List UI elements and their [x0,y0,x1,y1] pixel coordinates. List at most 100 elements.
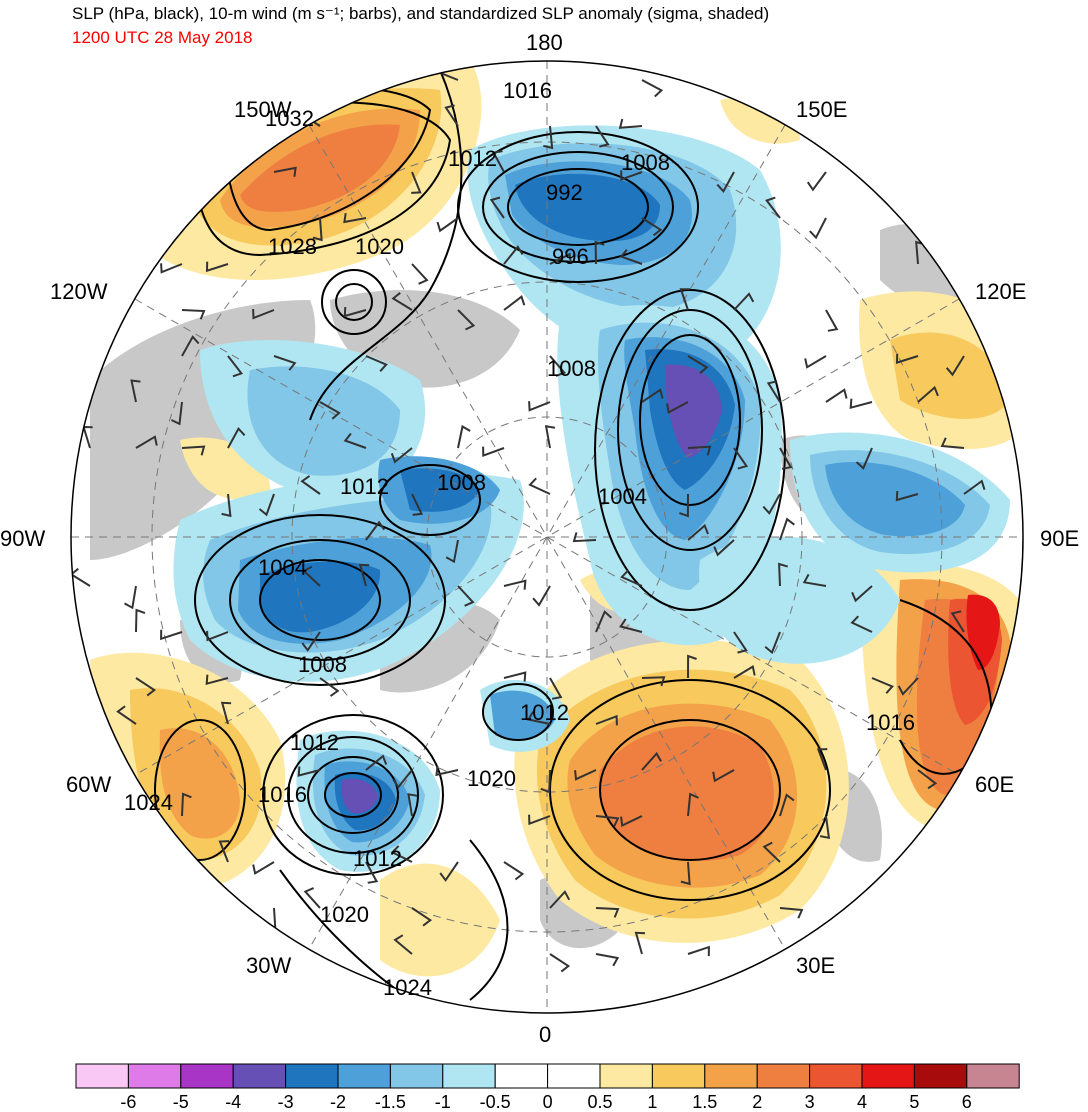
wind-barb [365,754,388,771]
wind-barb [411,171,422,194]
isobar-labels: 1032 1016 1012 1008 992 996 1028 1020 10… [124,78,915,1000]
wind-barb [809,217,827,240]
lon-label-60e: 60E [975,772,1014,797]
wind-barb [407,793,418,817]
lon-label-90e: 90E [1040,526,1079,551]
wind-barb [526,711,551,725]
longitude-labels: 180 150E 120E 90E 60E 30E 0 30W 60W 90W … [0,30,1079,1047]
wind-barb [135,608,146,633]
colorbar-swatch [442,1063,496,1089]
colorbar: -6 -5 -4 -3 -2 -1.5 -1 -0.5 0 0.5 1 1.5 2 3 4 5 6 [75,1063,1020,1112]
colorbar-swatch [337,1063,391,1089]
wind-barb [871,677,894,694]
isobars [154,69,993,1011]
colorbar-swatch [389,1063,444,1089]
isobar-label: 1032 [265,106,314,131]
wind-barb [963,479,986,495]
wind-barb [549,890,571,909]
wind-barb [160,629,183,641]
wind-barb [766,380,781,403]
wind-barb [595,907,620,918]
wind-barb [444,104,459,127]
wind-barb [620,815,643,828]
wind-barb [666,401,689,414]
colorbar-swatch [704,1063,758,1089]
wind-barb [619,618,643,633]
wind-barb [116,705,137,725]
wind-barb [302,565,321,587]
wind-barb [124,585,137,610]
wind-barb [712,769,735,783]
colorbar-tick-label: 6 [962,1092,972,1112]
wind-barb [358,563,370,587]
wind-barb [733,631,748,654]
wind-barb [343,432,367,449]
wind-barb [503,671,527,682]
wind-barb [687,654,697,679]
wind-barb [574,769,597,781]
wind-barb [227,355,244,378]
colorbar-tick-label: 0.5 [587,1092,612,1112]
wind-barb [595,714,618,726]
colorbar-tick-label: 3 [805,1092,815,1112]
lon-label-120e: 120E [975,279,1026,304]
colorbar-tick-label: 2 [752,1092,762,1112]
wind-barb [503,579,527,590]
wind-barb [687,355,709,374]
figure-title: SLP (hPa, black), 10-m wind (m s⁻¹; barb… [72,4,770,23]
wind-barb [620,569,643,587]
isobar-label: 1016 [866,710,915,735]
wind-barb [391,292,413,311]
colorbar-tick-label: -1 [435,1092,451,1112]
isobar-label: 1004 [598,484,647,509]
wind-barb [897,677,919,696]
colorbar-tick-label: 1 [647,1092,657,1112]
isobar-label: 1012 [340,474,389,499]
wind-barb [457,585,475,607]
colorbar-tick-label: -5 [173,1092,189,1112]
wind-barb [549,677,563,700]
wind-barb [343,306,367,318]
wind-barb [680,861,691,886]
wind-barb [549,355,567,377]
wind-barb [765,196,781,219]
wind-barb [851,585,873,603]
wind-barb [779,517,795,541]
wind-barb [439,861,459,882]
colorbar-swatch [756,1063,811,1089]
wind-barb [594,240,605,265]
colorbar-tick-label: 0 [543,1092,553,1112]
isobar-label: 992 [546,180,583,205]
isobar-label: 1008 [298,652,347,677]
wind-barb [392,769,413,789]
colorbar-swatch [75,1063,129,1089]
wind-barb [435,765,459,777]
wind-barb [713,539,735,557]
wind-barb [733,447,749,470]
colorbar-swatch [966,1063,1020,1089]
wind-barb [825,388,848,403]
colorbar-swatch [285,1063,339,1089]
wind-barb [503,861,525,881]
wind-barb [802,573,827,587]
colorbar-tick-label: -1.5 [375,1092,406,1112]
wind-barb [532,585,551,607]
isobar-label: 1016 [503,78,552,103]
colorbar-swatch [127,1063,182,1089]
colorbar-swatch [651,1063,706,1089]
wind-barb [252,308,275,320]
lon-label-60w: 60W [66,772,111,797]
lon-label-120w: 120W [50,279,108,304]
wind-barb [205,674,229,686]
colorbar-swatch [547,1063,601,1089]
colorbar-swatch [809,1063,863,1089]
isobar-label: 1004 [258,555,307,580]
wind-barb [779,907,804,919]
wind-barb [917,385,939,403]
wind-barb [549,252,572,265]
wind-barb [457,424,471,449]
isobar-label: 1012 [290,730,339,755]
wind-barb [544,425,556,449]
colorbar-tick-label: 4 [857,1092,867,1112]
wind-barb [312,217,323,242]
